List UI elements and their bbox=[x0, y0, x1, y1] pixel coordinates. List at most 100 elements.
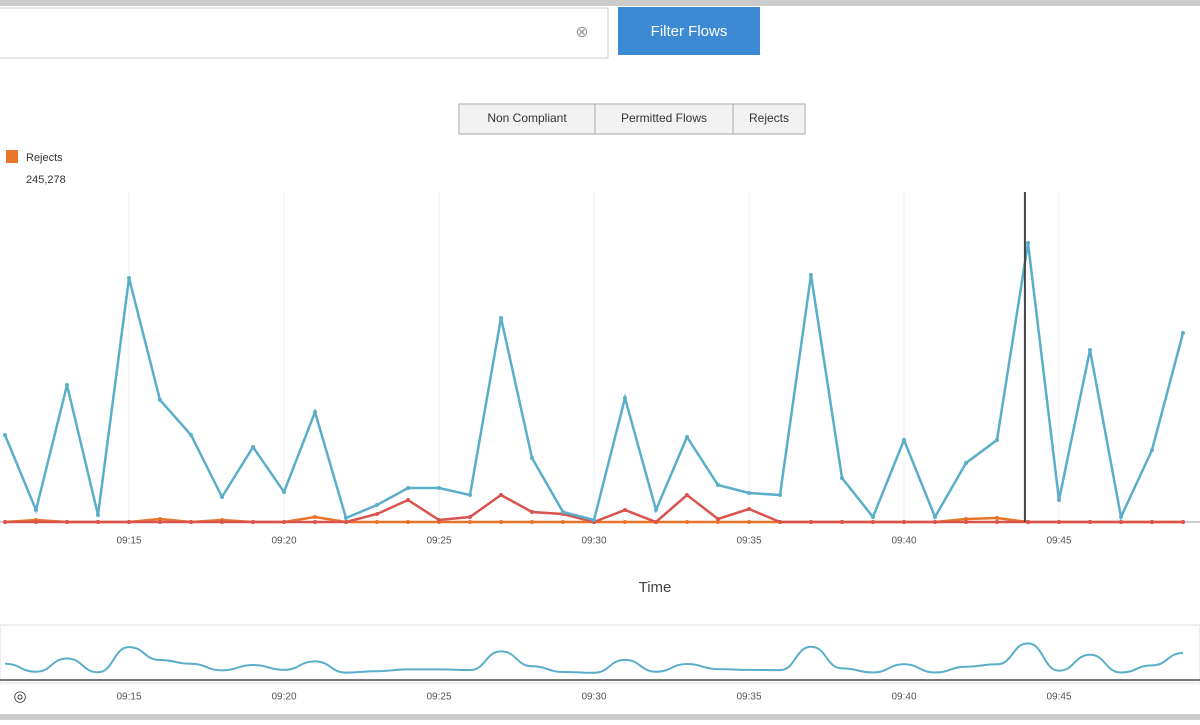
point bbox=[685, 435, 689, 439]
point bbox=[530, 520, 534, 524]
point bbox=[189, 433, 193, 437]
point bbox=[530, 510, 534, 514]
toggle-label[interactable]: Permitted Flows bbox=[621, 111, 707, 125]
point bbox=[96, 520, 100, 524]
overview-tick-label: 09:40 bbox=[891, 692, 916, 703]
overview-panel bbox=[0, 624, 1200, 684]
corner-icon[interactable]: ◎ bbox=[13, 688, 26, 705]
overview-tick-label: 09:35 bbox=[736, 692, 761, 703]
point bbox=[220, 520, 224, 524]
point bbox=[685, 520, 689, 524]
tooltip-name: Rejects bbox=[26, 152, 63, 164]
overview-line bbox=[4, 642, 1184, 674]
point bbox=[561, 520, 565, 524]
point bbox=[654, 520, 658, 524]
point bbox=[437, 518, 441, 522]
top-bar bbox=[0, 0, 1200, 6]
point bbox=[933, 515, 937, 519]
point bbox=[995, 438, 999, 442]
point bbox=[1181, 520, 1185, 524]
point bbox=[437, 486, 441, 490]
point bbox=[995, 520, 999, 524]
x-axis-title: Time bbox=[639, 579, 672, 596]
point bbox=[623, 520, 627, 524]
point bbox=[313, 515, 317, 519]
point bbox=[344, 520, 348, 524]
point bbox=[1119, 520, 1123, 524]
toggle-group: Non Compliant Permitted Flows Rejects bbox=[458, 103, 806, 135]
point bbox=[1150, 520, 1154, 524]
overview-tick-label: 09:25 bbox=[426, 692, 451, 703]
tooltip-value: 245,278 bbox=[26, 174, 66, 186]
point bbox=[995, 516, 999, 520]
bottom-bar bbox=[0, 714, 1200, 720]
point bbox=[685, 493, 689, 497]
point bbox=[65, 383, 69, 387]
point bbox=[964, 461, 968, 465]
toggle-button[interactable] bbox=[732, 103, 806, 135]
filter-button[interactable] bbox=[618, 7, 760, 55]
toggle-label[interactable]: Rejects bbox=[749, 111, 789, 125]
point bbox=[747, 520, 751, 524]
point bbox=[964, 520, 968, 524]
overview-tick-label: 09:20 bbox=[271, 692, 296, 703]
point bbox=[1181, 331, 1185, 335]
point bbox=[220, 495, 224, 499]
point bbox=[251, 445, 255, 449]
point bbox=[282, 520, 286, 524]
point bbox=[468, 515, 472, 519]
point bbox=[778, 493, 782, 497]
search-input[interactable] bbox=[0, 7, 609, 59]
point bbox=[158, 398, 162, 402]
point bbox=[871, 515, 875, 519]
point bbox=[623, 396, 627, 400]
point bbox=[561, 510, 565, 514]
clear-icon[interactable]: ⊗ bbox=[575, 24, 588, 41]
point bbox=[313, 520, 317, 524]
point bbox=[1088, 348, 1092, 352]
point bbox=[871, 520, 875, 524]
x-tick-label: 09:40 bbox=[891, 536, 916, 547]
point bbox=[1150, 448, 1154, 452]
point bbox=[654, 508, 658, 512]
overview-tick-label: 09:30 bbox=[581, 692, 606, 703]
point bbox=[3, 433, 7, 437]
point bbox=[747, 507, 751, 511]
point bbox=[344, 516, 348, 520]
point bbox=[530, 456, 534, 460]
toggle-label[interactable]: Non Compliant bbox=[487, 111, 567, 125]
x-tick-label: 09:30 bbox=[581, 536, 606, 547]
point bbox=[1119, 515, 1123, 519]
toggle-button[interactable] bbox=[458, 103, 596, 135]
point bbox=[1057, 520, 1061, 524]
point bbox=[251, 520, 255, 524]
point bbox=[840, 476, 844, 480]
point bbox=[747, 491, 751, 495]
overview-tick-label: 09:45 bbox=[1046, 692, 1071, 703]
point bbox=[809, 273, 813, 277]
x-tick-label: 09:15 bbox=[116, 536, 141, 547]
point bbox=[623, 508, 627, 512]
point bbox=[375, 520, 379, 524]
point bbox=[840, 520, 844, 524]
point bbox=[902, 438, 906, 442]
point bbox=[375, 512, 379, 516]
point bbox=[406, 498, 410, 502]
point bbox=[809, 520, 813, 524]
point bbox=[1026, 241, 1030, 245]
point bbox=[716, 483, 720, 487]
point bbox=[158, 520, 162, 524]
toggle-button[interactable] bbox=[594, 103, 734, 135]
point bbox=[1057, 498, 1061, 502]
point bbox=[406, 520, 410, 524]
point bbox=[65, 520, 69, 524]
x-tick-label: 09:35 bbox=[736, 536, 761, 547]
point bbox=[375, 503, 379, 507]
point bbox=[1088, 520, 1092, 524]
point bbox=[716, 520, 720, 524]
filter-button-label[interactable]: Filter Flows bbox=[651, 23, 728, 40]
overview-tick-label: 09:15 bbox=[116, 692, 141, 703]
tooltip-swatch bbox=[6, 150, 18, 163]
